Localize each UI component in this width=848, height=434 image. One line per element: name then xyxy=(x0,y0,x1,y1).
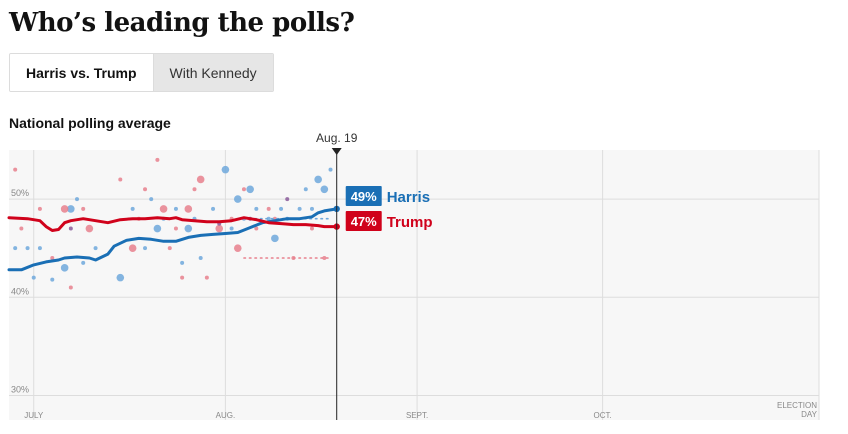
poll-dot-harris xyxy=(37,246,42,251)
poll-dot-trump xyxy=(50,256,55,260)
poll-dot-harris xyxy=(173,206,178,211)
poll-dot-trump xyxy=(309,226,314,231)
marker-triangle xyxy=(331,148,342,155)
poll-dot-harris xyxy=(211,206,216,211)
candidate-tabs: Harris vs. Trump With Kennedy xyxy=(9,53,274,92)
poll-dot-trump xyxy=(184,205,193,213)
poll-dot-trump xyxy=(204,275,209,280)
poll-dot-mixed xyxy=(68,226,73,231)
poll-dot-trump xyxy=(155,157,160,162)
poll-dot-trump xyxy=(128,244,137,252)
grid-lines xyxy=(9,150,820,420)
poll-dot-harris xyxy=(303,187,308,192)
poll-dot-trump xyxy=(192,187,197,192)
name-label-harris: Harris xyxy=(387,189,430,206)
poll-dot-trump xyxy=(68,285,73,290)
average-line-harris xyxy=(7,207,339,272)
average-line-trump xyxy=(7,216,339,232)
poll-dot-harris xyxy=(271,234,279,243)
poll-dot-harris xyxy=(75,197,80,202)
poll-dot-harris xyxy=(153,224,162,233)
poll-dot-harris xyxy=(116,273,125,282)
x-tick-label: JULY xyxy=(24,411,44,420)
x-tick-label: OCT. xyxy=(593,411,611,420)
poll-dot-mixed xyxy=(285,197,290,202)
poll-dot-trump xyxy=(173,226,178,231)
x-tick-label: ELECTION xyxy=(777,401,817,410)
y-tick-label: 40% xyxy=(11,286,29,296)
x-tick-label: DAY xyxy=(801,410,818,419)
poll-dots xyxy=(13,157,333,290)
poll-dot-trump xyxy=(167,246,172,251)
poll-dot-harris xyxy=(279,206,284,211)
value-badge-harris xyxy=(345,186,382,206)
poll-dot-harris xyxy=(266,216,271,221)
end-labels: 49% Harris 47% Trump xyxy=(345,186,433,231)
poll-dot-trump xyxy=(266,206,271,211)
value-label-trump: 47% xyxy=(351,214,377,229)
poll-dot-trump xyxy=(196,175,205,184)
chart-subtitle: National polling average xyxy=(9,115,171,131)
poll-dot-harris xyxy=(13,246,18,251)
poll-dot-trump xyxy=(81,206,86,211)
poll-dot-harris xyxy=(130,206,135,211)
poll-dot-harris xyxy=(246,185,254,194)
y-tick-label: 30% xyxy=(11,384,29,394)
poll-dot-harris xyxy=(314,175,322,184)
name-label-trump: Trump xyxy=(387,214,433,231)
poll-dot-harris xyxy=(233,195,242,203)
plot-background xyxy=(9,150,819,420)
x-tick-label: SEPT. xyxy=(406,411,428,420)
poll-dot-trump xyxy=(233,244,242,252)
tab-with-kennedy[interactable]: With Kennedy xyxy=(152,54,273,91)
poll-dot-trump xyxy=(180,275,185,280)
value-badge-trump xyxy=(345,211,382,231)
poll-dot-trump xyxy=(215,224,224,233)
poll-dot-harris xyxy=(149,197,154,202)
poll-dot-trump xyxy=(241,187,246,192)
marker-label: Aug. 19 xyxy=(316,131,358,145)
y-tick-label: 50% xyxy=(11,188,29,198)
poll-dot-harris xyxy=(297,206,302,211)
poll-dot-harris xyxy=(221,165,230,174)
poll-dot-harris xyxy=(309,206,314,211)
poll-dot-harris xyxy=(25,246,30,251)
poll-dot-trump xyxy=(85,224,94,233)
page-title: Who’s leading the polls? xyxy=(9,8,355,38)
poll-dot-harris xyxy=(81,260,86,265)
poll-dot-harris xyxy=(93,246,98,251)
poll-dot-trump xyxy=(37,206,42,211)
poll-dot-harris xyxy=(67,205,75,213)
x-tick-label: AUG. xyxy=(216,411,236,420)
poll-dot-harris xyxy=(254,206,259,211)
poll-dot-trump xyxy=(13,167,18,172)
poll-dot-trump xyxy=(254,226,259,231)
current-date-marker: Aug. 19 xyxy=(316,131,358,420)
poll-dot-harris xyxy=(198,256,203,260)
poll-dot-trump xyxy=(118,177,123,182)
poll-dot-harris xyxy=(320,185,329,194)
poll-dot-harris xyxy=(180,260,185,265)
y-axis-labels: 30% 40% 50% xyxy=(11,188,29,394)
poll-dot-harris xyxy=(31,275,36,280)
poll-dot-trump xyxy=(19,226,24,231)
value-label-harris: 49% xyxy=(351,189,377,204)
poll-dot-harris xyxy=(50,277,55,282)
poll-dot-harris xyxy=(60,264,69,272)
poll-dot-harris xyxy=(143,246,148,251)
poll-dot-trump xyxy=(143,187,148,192)
poll-dot-trump xyxy=(60,205,69,213)
tab-harris-vs-trump[interactable]: Harris vs. Trump xyxy=(10,54,153,91)
poll-dot-harris xyxy=(184,224,193,233)
poll-dot-trump xyxy=(159,205,168,213)
poll-dot-harris xyxy=(328,167,333,172)
poll-dot-harris xyxy=(229,226,234,231)
poll-dot-trump xyxy=(322,256,327,260)
